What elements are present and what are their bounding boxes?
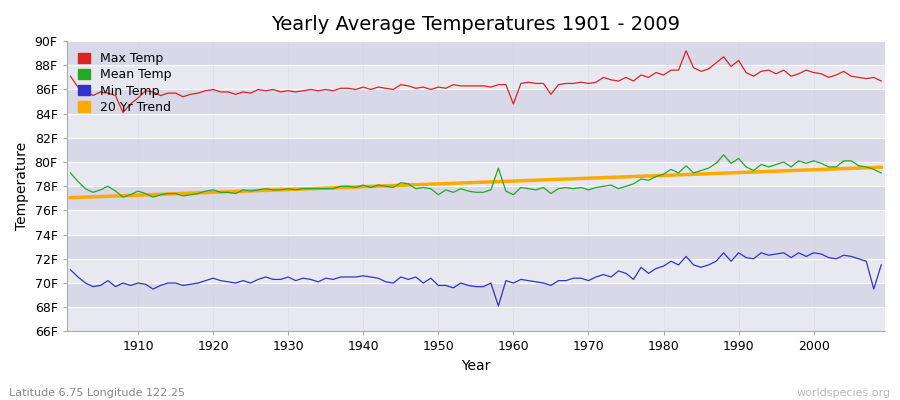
Bar xyxy=(67,114,885,138)
Text: worldspecies.org: worldspecies.org xyxy=(796,388,891,398)
Bar xyxy=(67,259,885,283)
Bar xyxy=(67,41,885,65)
Title: Yearly Average Temperatures 1901 - 2009: Yearly Average Temperatures 1901 - 2009 xyxy=(272,15,680,34)
Bar xyxy=(67,210,885,235)
Bar xyxy=(67,186,885,210)
X-axis label: Year: Year xyxy=(461,359,491,373)
Bar xyxy=(67,138,885,162)
Y-axis label: Temperature: Temperature xyxy=(15,142,29,230)
Text: Latitude 6.75 Longitude 122.25: Latitude 6.75 Longitude 122.25 xyxy=(9,388,185,398)
Bar xyxy=(67,283,885,307)
Bar xyxy=(67,65,885,90)
Bar xyxy=(67,162,885,186)
Bar xyxy=(67,307,885,332)
Legend: Max Temp, Mean Temp, Min Temp, 20 Yr Trend: Max Temp, Mean Temp, Min Temp, 20 Yr Tre… xyxy=(73,47,177,119)
Bar xyxy=(67,90,885,114)
Bar xyxy=(67,235,885,259)
